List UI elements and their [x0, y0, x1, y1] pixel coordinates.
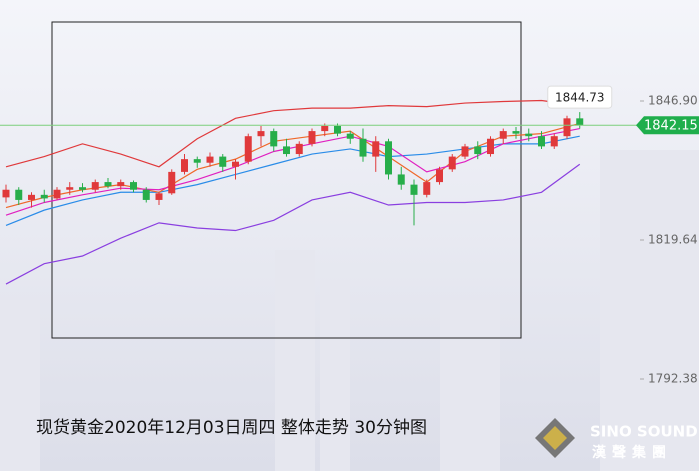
candle-body — [181, 159, 188, 172]
candle-body — [538, 136, 545, 147]
candle-body — [359, 138, 367, 157]
candle-body — [130, 182, 137, 190]
plot: 1792.38 1819.64 1846.90 1842.15 1844.73 — [0, 85, 699, 386]
logo: SINO SOUND 漢聲集團 — [535, 418, 698, 461]
y-tick-label: 1846.90 — [648, 94, 698, 108]
current-price-label: 1842.15 — [644, 119, 698, 134]
indicator-line — [5, 99, 580, 168]
candle-body — [40, 194, 48, 199]
candle-body — [346, 133, 354, 139]
candle-body — [168, 171, 176, 194]
price-tag — [636, 116, 699, 135]
candle-body — [270, 131, 278, 147]
frame — [51, 21, 522, 339]
candle-body — [550, 136, 558, 147]
indicator-line — [5, 163, 581, 285]
candle-body — [91, 182, 99, 190]
candle-body — [397, 174, 405, 185]
candle-body — [461, 146, 469, 157]
candle-body — [385, 141, 392, 175]
candle-body — [2, 189, 10, 198]
candle-body — [436, 169, 443, 183]
candle-body — [244, 136, 252, 162]
high-tag — [547, 85, 613, 109]
background-buildings — [0, 150, 699, 471]
high-label: 1844.73 — [555, 91, 605, 105]
candle-body — [15, 189, 23, 200]
candle-body — [219, 156, 227, 167]
indicator-line — [5, 122, 580, 209]
y-tick-label: 1792.38 — [648, 372, 698, 386]
candle-body — [295, 143, 303, 155]
candle-body — [334, 125, 341, 134]
candle-body — [283, 146, 290, 155]
candle-body — [512, 131, 520, 134]
candle-body — [423, 182, 431, 195]
candle-body — [576, 118, 584, 126]
candle-body — [28, 194, 35, 200]
candle-body — [66, 187, 74, 190]
candle-body — [563, 118, 571, 137]
candle-body — [257, 131, 265, 137]
candle-body — [117, 182, 125, 187]
indicator-line — [5, 135, 580, 226]
candle-body — [142, 189, 150, 200]
brand: SINO SOUND — [590, 423, 698, 441]
candle-body — [79, 187, 86, 190]
candle-body — [308, 131, 316, 144]
candle-body — [321, 125, 329, 132]
candle-body — [155, 193, 163, 200]
chart-title: 现货黄金2020年12月03日周四 整体走势 30分钟图 — [36, 418, 427, 438]
candle-body — [410, 184, 418, 195]
candle-body — [487, 138, 494, 155]
candle-body — [232, 161, 239, 167]
candle-body — [206, 156, 214, 163]
candle-body — [193, 159, 201, 163]
candle-body — [525, 133, 533, 137]
indicator-line — [5, 127, 580, 216]
brand-sub: 漢聲集團 — [592, 444, 672, 461]
candle-body — [448, 156, 456, 170]
candle-body — [474, 146, 482, 155]
candle-body — [372, 141, 380, 157]
y-tick-label: 1819.64 — [648, 233, 698, 247]
candle-body — [104, 182, 112, 187]
candle-body — [53, 189, 61, 199]
candle-body — [499, 131, 507, 139]
